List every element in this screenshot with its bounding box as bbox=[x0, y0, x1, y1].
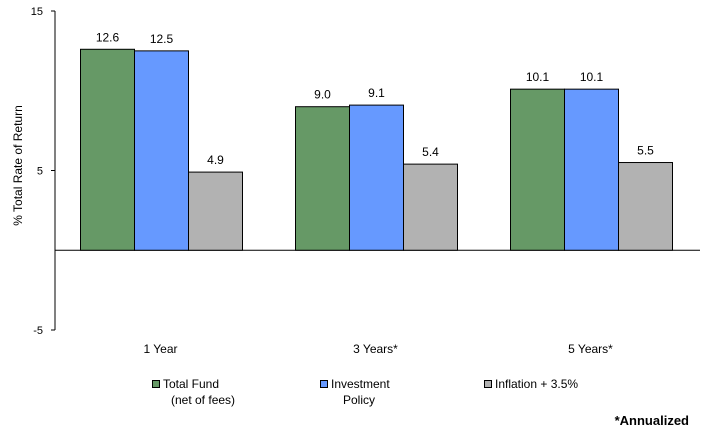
x-category-label: 3 Years* bbox=[353, 342, 398, 356]
y-tick-label: 15 bbox=[31, 6, 43, 18]
legend-label-investment-policy: Investment Policy bbox=[331, 376, 390, 408]
bar bbox=[564, 88, 619, 251]
x-category-label: 1 Year bbox=[143, 342, 177, 356]
legend-swatch-total-fund bbox=[152, 380, 160, 388]
bar bbox=[618, 162, 673, 251]
x-category-label: 5 Years* bbox=[568, 342, 613, 356]
bar bbox=[134, 50, 189, 251]
y-axis-label: % Total Rate of Return bbox=[11, 105, 25, 226]
bar-value-label: 9.1 bbox=[368, 86, 385, 100]
bar-value-label: 10.1 bbox=[526, 70, 550, 84]
legend-label-line: (net of fees) bbox=[171, 393, 236, 407]
y-tick-label: -5 bbox=[33, 325, 43, 337]
bar-value-label: 5.5 bbox=[637, 144, 654, 158]
legend-swatch-inflation bbox=[484, 380, 492, 388]
bar-value-label: 4.9 bbox=[207, 153, 224, 167]
legend-label-line: Inflation + 3.5% bbox=[495, 377, 579, 391]
legend-label-line: Policy bbox=[343, 393, 376, 407]
legend-label-line: Investment bbox=[331, 377, 390, 391]
bar-chart: 15 5 -5 % Total Rate of Return 12.6 12.5 4.9 1 … bbox=[11, 6, 700, 356]
bar bbox=[403, 163, 458, 251]
chart-legend: Total Fund (net of fees) Investment Poli… bbox=[0, 376, 709, 416]
y-tick-label: 5 bbox=[37, 166, 43, 178]
bar bbox=[510, 88, 565, 251]
bar bbox=[295, 106, 350, 251]
bar-value-label: 12.6 bbox=[96, 30, 120, 44]
legend-swatch-investment-policy bbox=[320, 380, 328, 388]
legend-label-inflation: Inflation + 3.5% bbox=[495, 376, 578, 392]
footnote-annualized: *Annualized bbox=[614, 413, 689, 428]
legend-label-total-fund: Total Fund (net of fees) bbox=[163, 376, 235, 408]
bar-value-label: 5.4 bbox=[422, 145, 439, 159]
bar-value-label: 12.5 bbox=[150, 32, 174, 46]
legend-label-line: Total Fund bbox=[163, 377, 220, 391]
bar bbox=[80, 48, 135, 251]
bar-value-label: 9.0 bbox=[314, 88, 331, 102]
bar bbox=[188, 171, 243, 251]
bar bbox=[349, 104, 404, 251]
bar-value-label: 10.1 bbox=[580, 70, 604, 84]
